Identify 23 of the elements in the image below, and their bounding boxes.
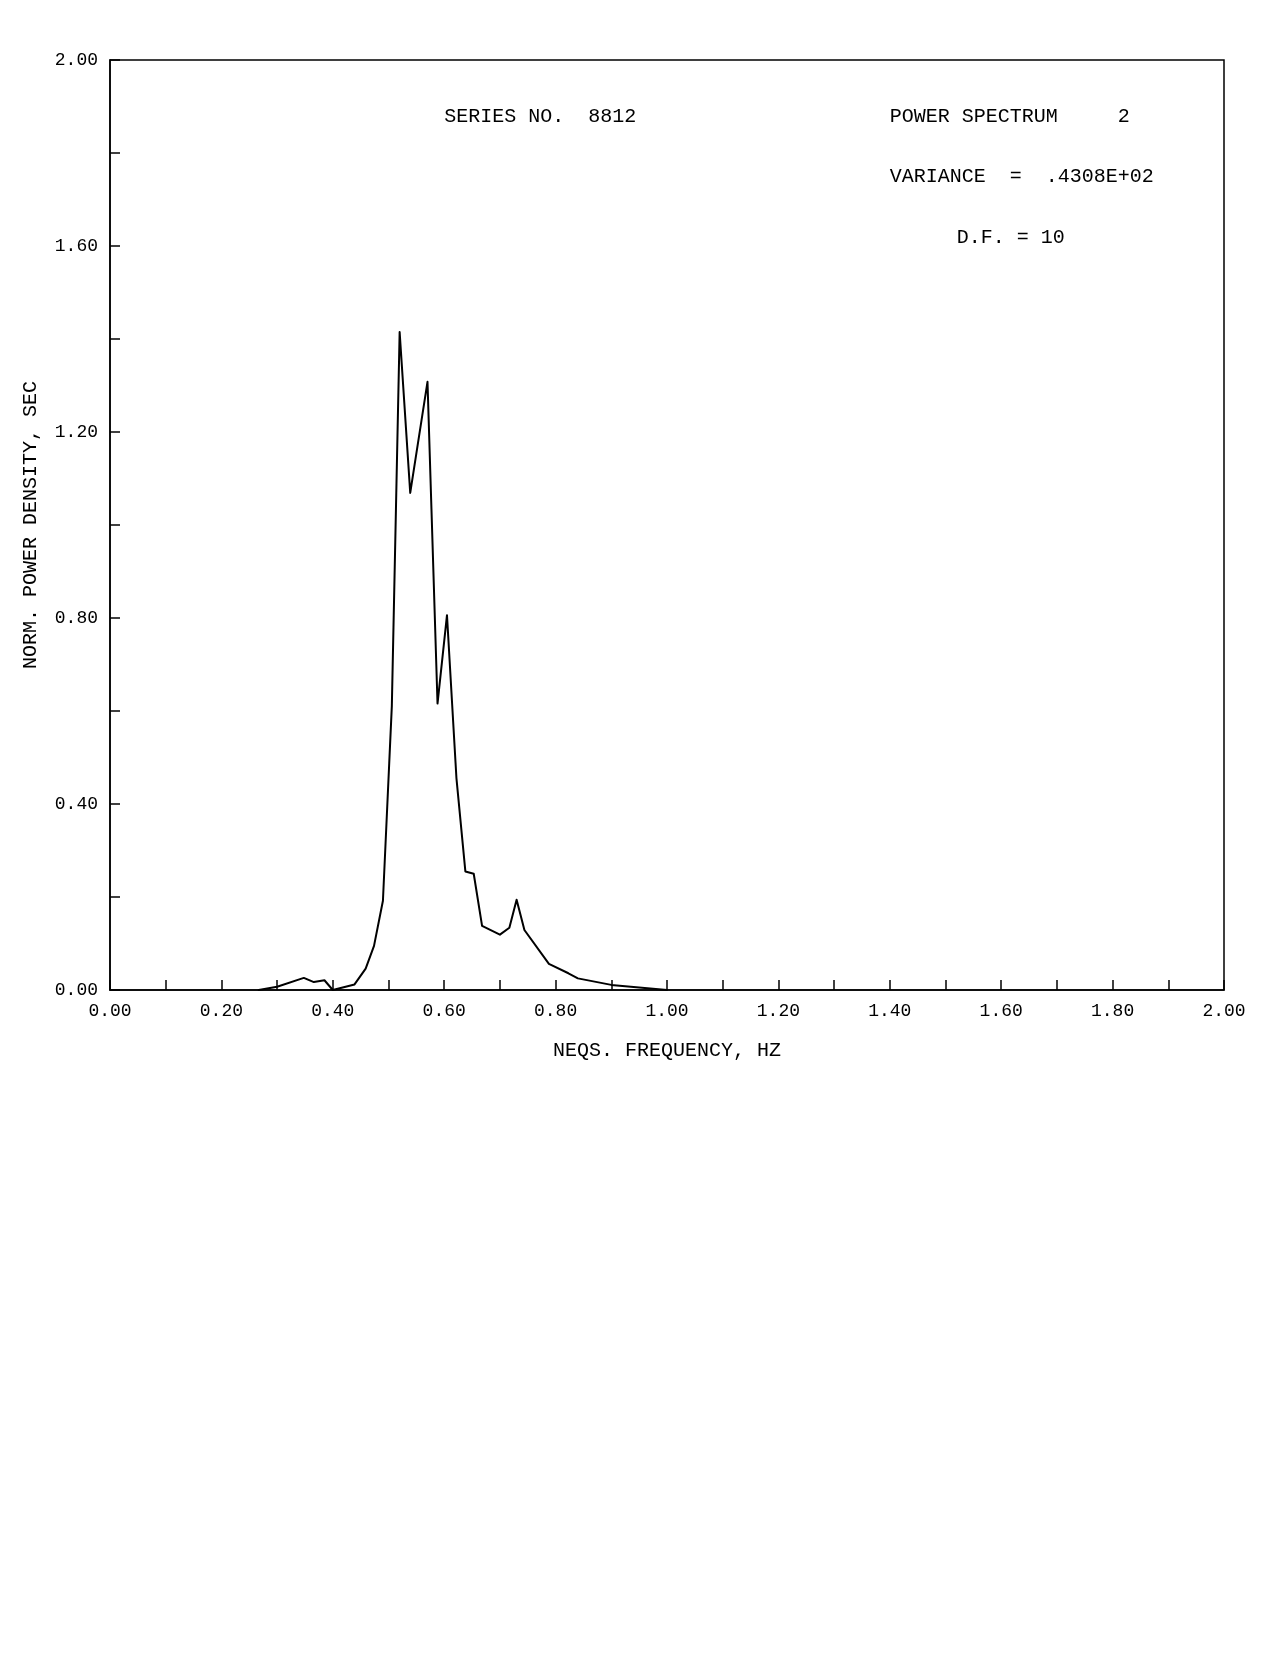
x-tick-label: 0.80 — [533, 1001, 578, 1021]
x-axis-title: NEQS. FREQUENCY, HZ — [552, 1038, 782, 1062]
annotation: VARIANCE = .4308E+02 — [889, 165, 1154, 189]
x-tick-label: 2.00 — [1202, 1001, 1246, 1021]
annotation: SERIES NO. 8812 — [444, 105, 637, 128]
x-tick-label: 0.60 — [422, 1001, 466, 1021]
x-tick-label: 1.00 — [645, 1001, 689, 1021]
y-axis-title: NORM. POWER DENSITY, SEC — [18, 380, 42, 670]
y-tick-label: 1.20 — [54, 422, 98, 442]
y-tick-label: 2.00 — [54, 50, 98, 70]
x-tick-label: 1.80 — [1090, 1001, 1135, 1021]
y-tick-label: 0.80 — [54, 608, 98, 628]
x-tick-label: 1.60 — [979, 1001, 1023, 1021]
annotation: POWER SPECTRUM 2 — [889, 105, 1130, 128]
y-tick-label: 0.00 — [54, 980, 98, 1000]
x-tick-label: 0.40 — [311, 1001, 355, 1021]
x-tick-label: 1.20 — [756, 1001, 801, 1021]
x-tick-label: 0.00 — [88, 1001, 132, 1021]
y-tick-label: 1.60 — [54, 236, 98, 256]
x-tick-label: 0.20 — [199, 1001, 244, 1021]
x-tick-label: 1.40 — [868, 1001, 912, 1021]
annotation: D.F. = 10 — [956, 225, 1065, 249]
y-tick-label: 0.40 — [54, 794, 98, 814]
